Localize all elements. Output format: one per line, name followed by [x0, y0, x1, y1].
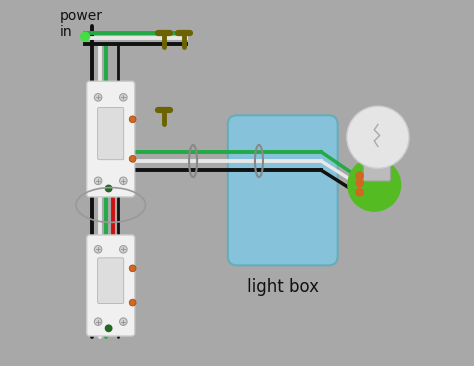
FancyBboxPatch shape: [87, 81, 135, 197]
Circle shape: [94, 94, 102, 101]
Circle shape: [129, 299, 136, 306]
Circle shape: [129, 156, 136, 162]
Text: power
in: power in: [60, 9, 102, 40]
Circle shape: [356, 188, 363, 196]
FancyBboxPatch shape: [87, 235, 135, 336]
Circle shape: [119, 246, 127, 253]
Circle shape: [347, 106, 409, 168]
Circle shape: [94, 177, 102, 184]
FancyBboxPatch shape: [228, 115, 337, 265]
Text: light box: light box: [247, 278, 319, 296]
FancyBboxPatch shape: [363, 152, 391, 181]
Circle shape: [348, 158, 401, 211]
FancyBboxPatch shape: [98, 108, 124, 160]
Circle shape: [119, 318, 127, 325]
Circle shape: [105, 325, 112, 332]
Circle shape: [105, 185, 112, 192]
FancyBboxPatch shape: [98, 258, 124, 304]
Circle shape: [94, 318, 102, 325]
Circle shape: [81, 32, 90, 41]
Circle shape: [94, 246, 102, 253]
Circle shape: [119, 94, 127, 101]
Circle shape: [129, 116, 136, 123]
Circle shape: [129, 265, 136, 272]
Circle shape: [356, 179, 363, 187]
Circle shape: [356, 172, 363, 179]
Circle shape: [119, 177, 127, 184]
